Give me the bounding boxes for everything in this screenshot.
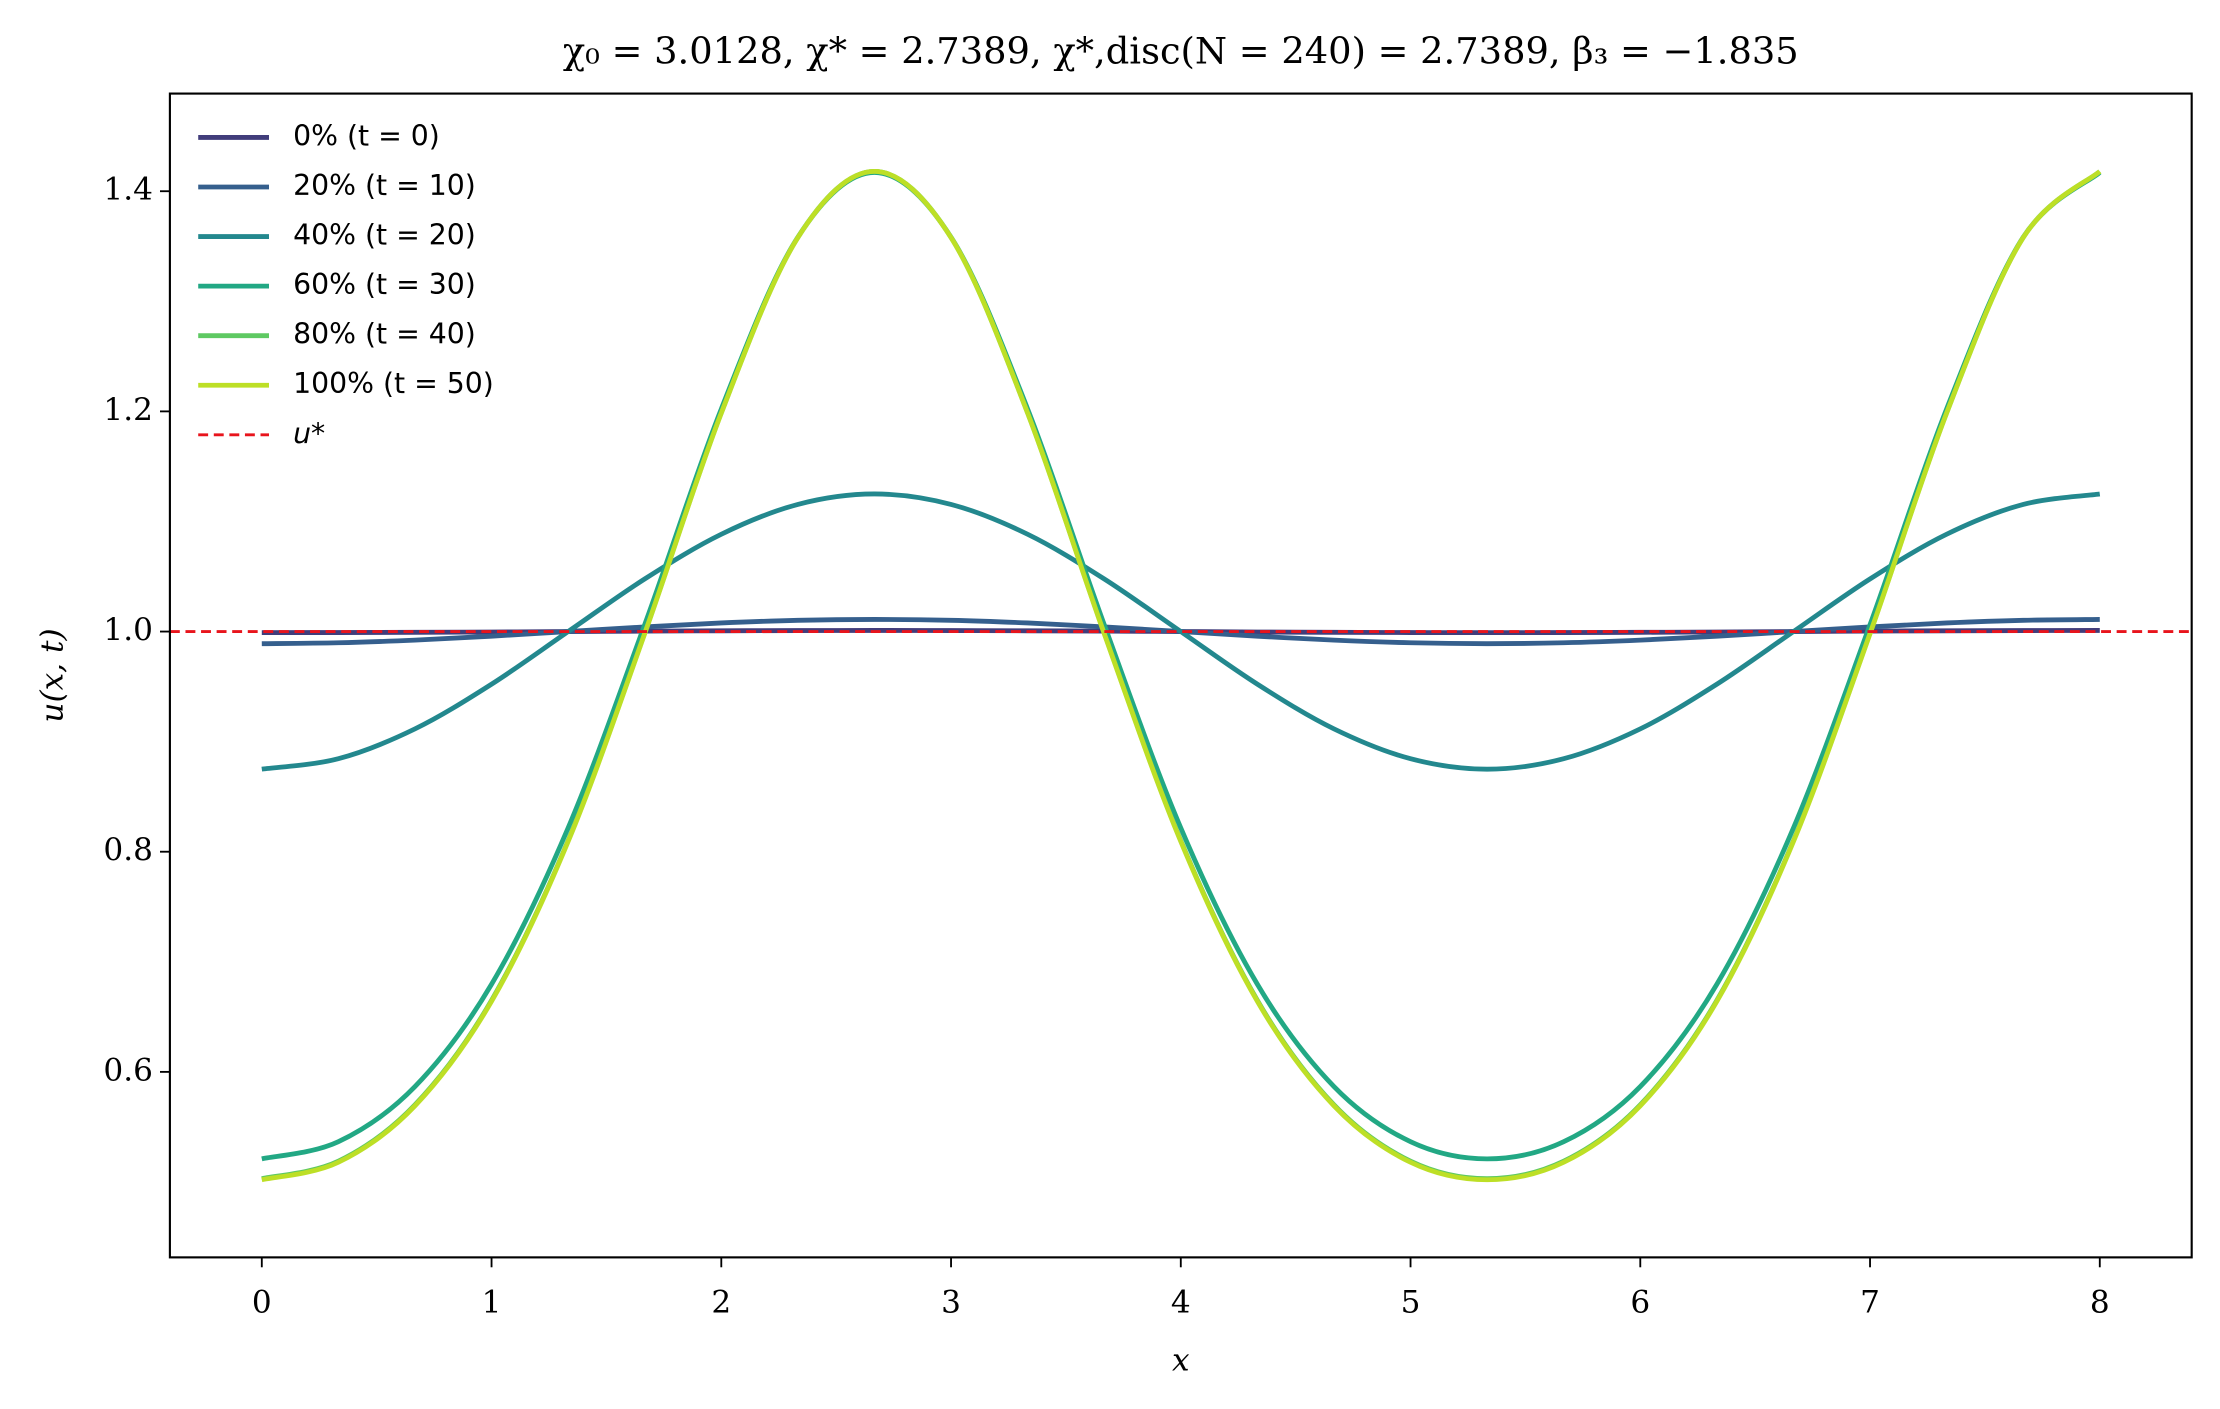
- x-tick-label: 5: [1401, 1285, 1421, 1321]
- legend-label: 80% (t = 40): [293, 318, 476, 351]
- legend-label: 40% (t = 20): [293, 219, 476, 252]
- x-tick-label: 8: [2090, 1285, 2110, 1321]
- y-tick-label: 0.6: [103, 1052, 153, 1088]
- y-tick-label: 1.2: [103, 392, 153, 428]
- legend-label: 20% (t = 10): [293, 169, 476, 202]
- x-tick-label: 4: [1171, 1285, 1191, 1321]
- series-line: [261, 168, 2102, 1183]
- legend-label: 100% (t = 50): [293, 367, 494, 400]
- legend-label: 60% (t = 30): [293, 268, 476, 301]
- x-tick-label: 7: [1860, 1285, 1880, 1321]
- legend-label: 0% (t = 0): [293, 119, 440, 152]
- series-line: [261, 170, 2102, 1162]
- y-tick-label: 0.8: [103, 832, 153, 868]
- x-axis-label: x: [1172, 1343, 1190, 1379]
- plot-frame: [168, 92, 2193, 1259]
- y-tick-label: 1.0: [103, 612, 153, 648]
- chart-title: χ₀ = 3.0128, χ* = 2.7389, χ*,disc(N = 24…: [563, 29, 1799, 72]
- x-tick-label: 2: [711, 1285, 731, 1321]
- plot-area: [169, 168, 2192, 1183]
- y-axis-label: u(x, t): [34, 628, 70, 722]
- legend-label: u*: [293, 417, 325, 450]
- x-tick-label: 3: [941, 1285, 961, 1321]
- y-tick-label: 1.4: [103, 172, 153, 208]
- x-tick-label: 0: [252, 1285, 272, 1321]
- x-tick-label: 6: [1630, 1285, 1650, 1321]
- x-tick-label: 1: [482, 1285, 502, 1321]
